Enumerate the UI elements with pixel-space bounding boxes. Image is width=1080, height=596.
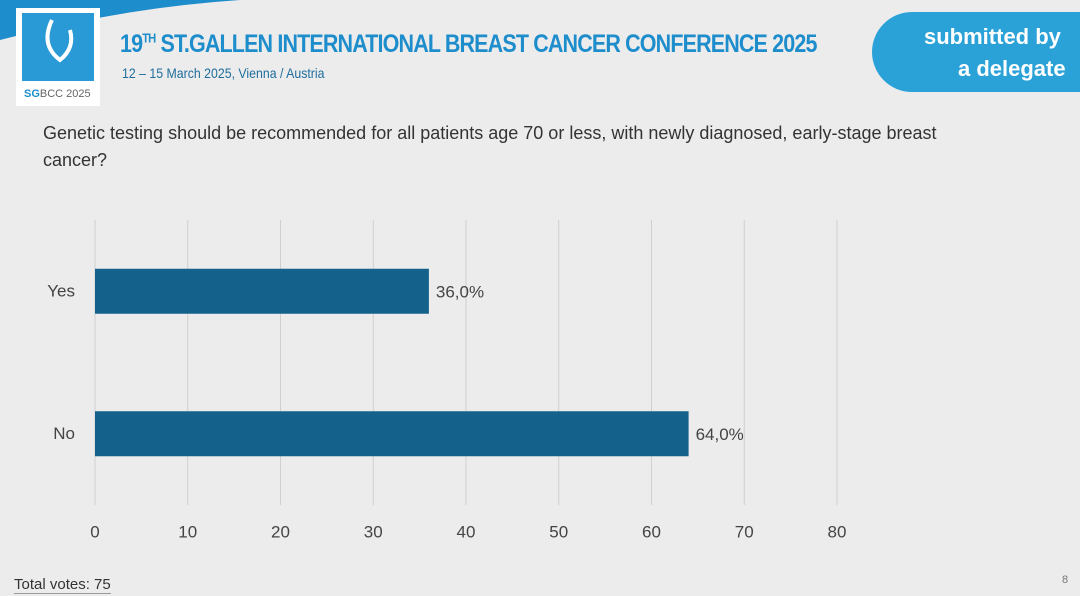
logo-text: SGBCC 2025 <box>24 88 91 100</box>
x-tick-label: 20 <box>271 522 290 541</box>
value-label: 64,0% <box>696 425 744 444</box>
x-tick-label: 0 <box>90 522 99 541</box>
logo-strong: SG <box>24 88 40 100</box>
x-tick-label: 30 <box>364 522 383 541</box>
title-suffix: TH <box>142 30 156 46</box>
badge-line: submitted by <box>924 24 1061 49</box>
conference-title: 19TH ST.GALLEN INTERNATIONAL BREAST CANC… <box>120 30 817 59</box>
logo-rest: BCC 2025 <box>40 88 91 100</box>
bar <box>95 268 429 314</box>
chart-title: Genetic testing should be recommended fo… <box>43 123 937 170</box>
title-rest: ST.GALLEN INTERNATIONAL BREAST CANCER CO… <box>160 30 818 58</box>
title-number: 19 <box>120 30 143 58</box>
x-tick-label: 60 <box>642 522 661 541</box>
badge-line: a delegate <box>958 56 1066 81</box>
y-tick-label: Yes <box>47 282 75 301</box>
conference-subtitle: 12 – 15 March 2025, Vienna / Austria <box>122 65 325 81</box>
page-number: 8 <box>1062 574 1069 586</box>
logo-ribbon <box>45 19 74 63</box>
value-label: 36,0% <box>436 283 484 302</box>
x-tick-label: 70 <box>735 522 754 541</box>
badge: submitted by a delegate <box>872 12 1080 92</box>
x-tick-label: 40 <box>457 522 476 541</box>
x-tick-label: 10 <box>178 522 197 541</box>
x-tick-label: 80 <box>828 522 847 541</box>
logo-mark <box>22 13 94 81</box>
x-tick-label: 50 <box>549 522 568 541</box>
bar <box>95 411 689 457</box>
y-tick-label: No <box>53 424 75 443</box>
total-votes: Total votes: 75 <box>14 576 111 594</box>
